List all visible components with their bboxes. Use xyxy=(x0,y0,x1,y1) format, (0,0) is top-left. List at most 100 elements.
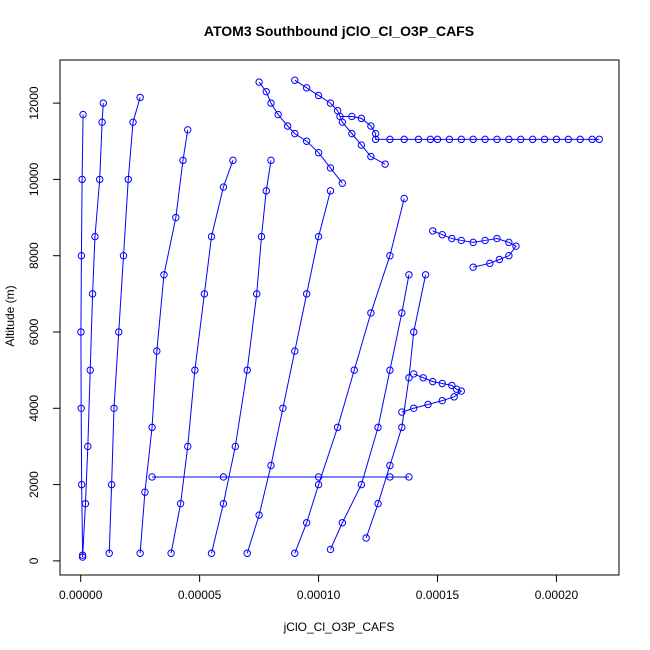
data-point xyxy=(219,473,228,481)
data-point xyxy=(517,135,525,144)
data-point xyxy=(219,183,228,191)
data-point xyxy=(77,404,85,412)
data-point xyxy=(398,309,406,317)
data-point xyxy=(84,442,92,451)
data-point xyxy=(141,488,149,496)
data-point xyxy=(79,110,87,119)
data-point xyxy=(357,114,366,123)
data-point xyxy=(576,135,584,144)
data-point xyxy=(398,423,406,432)
data-point xyxy=(291,129,299,138)
data-point xyxy=(414,135,423,144)
data-point xyxy=(291,76,299,84)
y-tick-label: 6000 xyxy=(27,318,41,345)
data-point xyxy=(179,156,187,165)
data-point xyxy=(367,309,375,317)
series-line xyxy=(432,230,517,268)
y-axis-label: Altitude (m) xyxy=(3,285,17,346)
series-group xyxy=(105,93,144,557)
data-point xyxy=(274,110,282,119)
series-line xyxy=(258,81,343,184)
data-point xyxy=(257,232,266,241)
data-point xyxy=(167,549,175,557)
data-point xyxy=(148,423,156,432)
data-point xyxy=(160,271,168,279)
data-point xyxy=(338,179,347,187)
data-point xyxy=(326,187,335,195)
data-point xyxy=(357,141,366,149)
data-point xyxy=(400,135,408,144)
y-tick-label: 2000 xyxy=(27,471,41,498)
data-point xyxy=(81,499,90,508)
data-point xyxy=(200,290,209,298)
data-point xyxy=(110,404,118,412)
data-point xyxy=(262,187,270,195)
data-point xyxy=(253,290,261,298)
series-line xyxy=(330,274,410,550)
data-point xyxy=(136,549,144,557)
data-point xyxy=(302,290,311,298)
data-point xyxy=(486,259,494,268)
data-point xyxy=(191,366,199,374)
series-group xyxy=(255,78,347,187)
data-point xyxy=(469,238,477,247)
data-point xyxy=(429,377,437,386)
data-point xyxy=(255,511,263,519)
data-point xyxy=(96,175,104,184)
data-point xyxy=(326,164,335,172)
series-line xyxy=(246,190,331,554)
data-point xyxy=(348,129,356,138)
series-line xyxy=(211,160,272,554)
data-point xyxy=(267,461,275,470)
data-point xyxy=(314,480,323,489)
data-point xyxy=(398,408,406,416)
series-line xyxy=(80,114,84,556)
data-point xyxy=(386,366,394,374)
series-group xyxy=(148,473,413,481)
data-point xyxy=(426,135,435,144)
data-point xyxy=(362,534,370,542)
data-point xyxy=(283,122,292,130)
data-point xyxy=(481,236,489,245)
data-point xyxy=(386,135,394,144)
data-point xyxy=(438,396,446,405)
data-point xyxy=(445,135,454,144)
series-line xyxy=(294,79,386,165)
data-point xyxy=(326,99,335,107)
series-group xyxy=(243,187,335,557)
chart-title: ATOM3 Southbound jClO_Cl_O3P_CAFS xyxy=(204,23,474,39)
series-group xyxy=(326,271,413,554)
data-point xyxy=(386,461,394,470)
data-point xyxy=(314,232,323,241)
y-tick-label: 0 xyxy=(27,557,41,564)
data-point xyxy=(595,135,603,144)
series-group xyxy=(429,227,520,271)
y-tick-label: 8000 xyxy=(27,242,41,269)
data-point xyxy=(374,499,382,508)
data-point xyxy=(219,499,228,508)
data-point xyxy=(438,379,446,388)
data-point xyxy=(184,126,192,134)
data-point xyxy=(99,99,107,107)
data-point xyxy=(326,545,335,554)
x-tick-label: 0.00005 xyxy=(178,588,222,602)
data-point xyxy=(255,78,263,86)
data-point xyxy=(540,135,549,144)
data-point xyxy=(302,137,311,145)
data-point xyxy=(367,152,375,161)
data-point xyxy=(505,238,513,247)
data-point xyxy=(371,135,380,144)
data-point xyxy=(176,499,185,508)
y-axis: 0 2000 4000 6000 8000 10000 12000 xyxy=(27,86,61,564)
data-point xyxy=(457,387,465,395)
data-point xyxy=(505,135,513,144)
data-point xyxy=(400,194,408,203)
x-axis: 0.00000 0.00005 0.00010 0.00015 0.00020 xyxy=(59,574,578,602)
data-point xyxy=(124,175,132,184)
data-point xyxy=(405,473,413,481)
data-point xyxy=(493,234,501,243)
data-point xyxy=(386,252,394,260)
data-point xyxy=(433,135,442,144)
data-point xyxy=(207,549,216,557)
